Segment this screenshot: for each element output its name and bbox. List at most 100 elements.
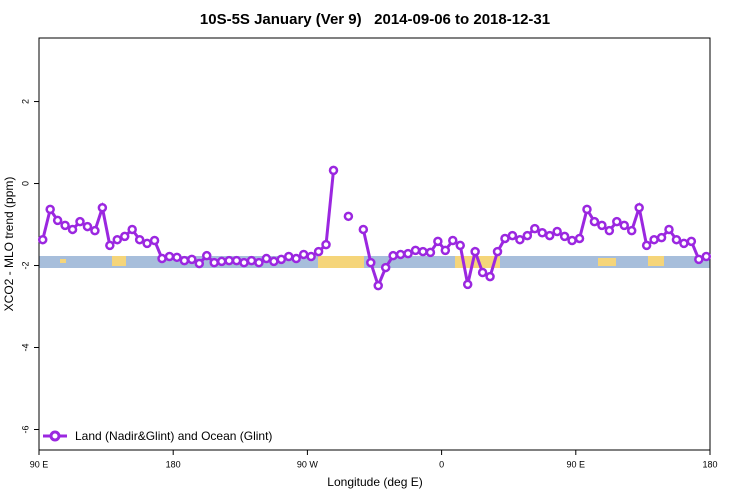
point xyxy=(164,251,175,262)
y-tick-label: -4 xyxy=(20,344,30,352)
point xyxy=(604,225,615,236)
point xyxy=(37,234,48,245)
point xyxy=(254,257,264,268)
y-tick-label: -6 xyxy=(20,425,30,433)
point xyxy=(641,240,652,251)
point xyxy=(507,230,518,241)
point xyxy=(410,245,421,256)
chart-title: 10S-5S January (Ver 9) 2014-09-06 to 201… xyxy=(200,11,550,28)
point xyxy=(134,234,145,245)
point xyxy=(75,216,85,227)
point xyxy=(522,230,533,241)
point xyxy=(67,224,78,235)
point xyxy=(90,225,100,236)
point xyxy=(284,251,294,262)
point xyxy=(679,238,689,249)
point xyxy=(60,220,70,231)
point xyxy=(395,249,406,260)
point xyxy=(157,253,167,264)
point xyxy=(388,250,398,261)
point xyxy=(433,236,443,247)
point xyxy=(97,202,108,213)
point xyxy=(664,224,674,235)
point xyxy=(530,223,540,234)
point xyxy=(209,257,219,268)
point xyxy=(649,234,659,245)
point xyxy=(246,255,257,266)
point xyxy=(582,204,592,215)
plot-frame xyxy=(38,37,711,451)
point xyxy=(626,225,637,236)
x-tick-label: 90 E xyxy=(30,459,49,469)
point xyxy=(552,226,562,237)
point xyxy=(119,231,130,242)
point xyxy=(425,247,436,258)
point xyxy=(500,233,510,244)
point xyxy=(276,254,287,265)
point xyxy=(194,258,205,269)
point xyxy=(440,245,451,256)
legend-marker xyxy=(49,430,61,442)
point xyxy=(306,251,316,262)
point xyxy=(448,235,458,246)
point xyxy=(216,256,227,267)
point xyxy=(224,255,234,266)
point xyxy=(418,246,428,257)
x-axis-label: Longitude (deg E) xyxy=(327,475,422,489)
x-tick-label: 180 xyxy=(166,459,181,469)
point xyxy=(515,234,525,245)
y-tick-label: 2 xyxy=(20,99,30,104)
point xyxy=(52,215,63,226)
x-tick-label: 180 xyxy=(702,459,717,469)
point xyxy=(403,248,413,259)
point xyxy=(492,246,503,257)
point xyxy=(701,251,712,262)
point xyxy=(261,253,272,264)
point xyxy=(589,216,600,227)
legend-label: Land (Nadir&Glint) and Ocean (Glint) xyxy=(75,429,272,443)
point xyxy=(485,271,495,282)
point xyxy=(574,233,585,244)
point xyxy=(187,254,197,265)
point xyxy=(477,267,488,278)
point xyxy=(45,204,55,215)
point xyxy=(142,238,152,249)
point xyxy=(612,216,622,227)
point xyxy=(112,234,123,245)
point xyxy=(358,224,369,235)
point xyxy=(105,240,115,251)
point xyxy=(239,257,249,268)
point xyxy=(202,250,212,261)
y-axis-label: XCO2 - MLO trend (ppm) xyxy=(2,177,16,312)
point xyxy=(455,240,465,251)
point xyxy=(597,220,607,231)
point xyxy=(343,211,354,222)
point xyxy=(470,246,480,257)
y-tick-label: 0 xyxy=(20,181,30,186)
point xyxy=(671,234,682,245)
point xyxy=(149,235,160,246)
point xyxy=(380,262,391,273)
x-tick-label: 90 W xyxy=(297,459,319,469)
point xyxy=(269,256,279,267)
point xyxy=(179,255,190,266)
point xyxy=(567,235,577,246)
point xyxy=(559,231,570,242)
point xyxy=(537,227,547,238)
point xyxy=(694,254,704,265)
point xyxy=(321,239,331,250)
point xyxy=(686,236,697,247)
point xyxy=(291,253,301,264)
point xyxy=(127,224,137,235)
point xyxy=(619,220,630,231)
point xyxy=(172,252,182,263)
point xyxy=(373,280,383,291)
point xyxy=(634,202,644,213)
y-tick-label: -2 xyxy=(20,262,30,270)
point xyxy=(231,255,242,266)
point xyxy=(366,257,376,268)
x-tick-label: 0 xyxy=(439,459,444,469)
point xyxy=(544,230,555,241)
point xyxy=(82,221,93,232)
